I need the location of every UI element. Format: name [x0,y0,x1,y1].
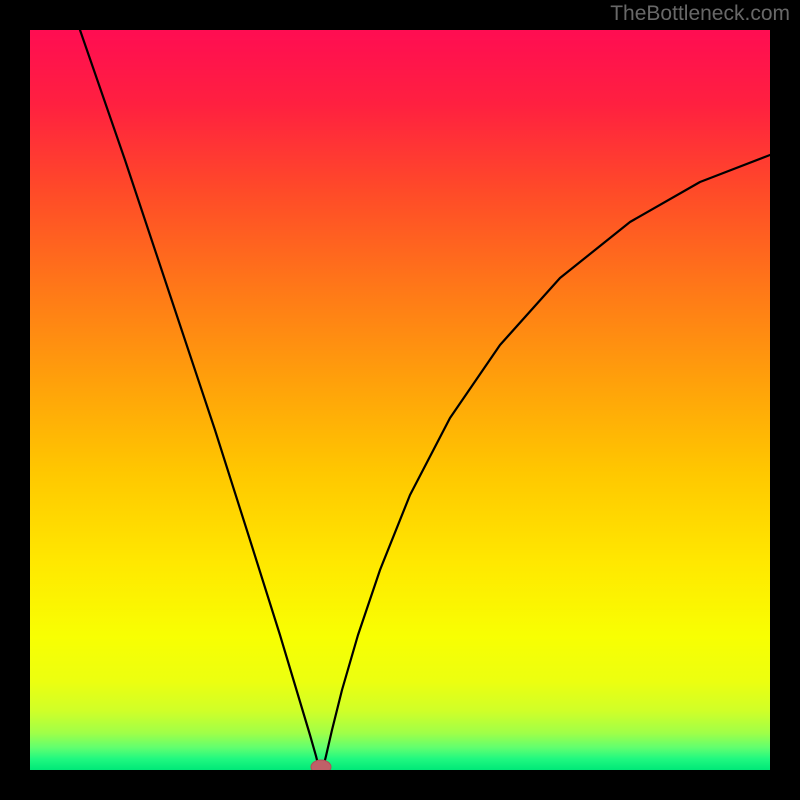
chart-area [30,30,770,770]
minimum-marker [311,760,331,770]
curve-line [30,30,770,770]
watermark-text: TheBottleneck.com [610,2,790,26]
